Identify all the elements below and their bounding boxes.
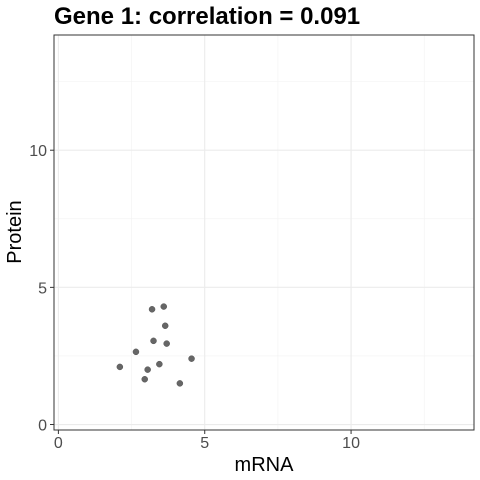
data-point [141,376,148,383]
data-point [144,366,151,373]
tick-labels: 0 5 10 0 5 10 [29,143,360,452]
grid [54,35,474,430]
x-tick-label: 5 [200,435,209,452]
data-point [163,340,170,347]
data-point [150,337,157,345]
plot-panel [54,35,474,430]
data-point [188,355,195,362]
data-point [132,348,140,356]
x-tick-label: 10 [342,435,360,452]
data-point [148,306,156,313]
axis-ticks [50,149,352,434]
data-point [156,360,163,368]
y-tick-label: 10 [29,143,47,160]
data-points [116,303,195,387]
data-point [176,380,184,387]
chart-title: Gene 1: correlation = 0.091 [54,3,360,30]
y-tick-label: 5 [38,280,47,297]
data-point [116,363,124,371]
data-point [161,322,169,330]
x-axis-title: mRNA [235,454,295,476]
x-tick-label: 0 [54,435,63,452]
y-axis-title: Protein [4,200,26,263]
plot-border [53,34,475,431]
y-tick-label: 0 [38,418,47,435]
data-point [160,303,168,310]
